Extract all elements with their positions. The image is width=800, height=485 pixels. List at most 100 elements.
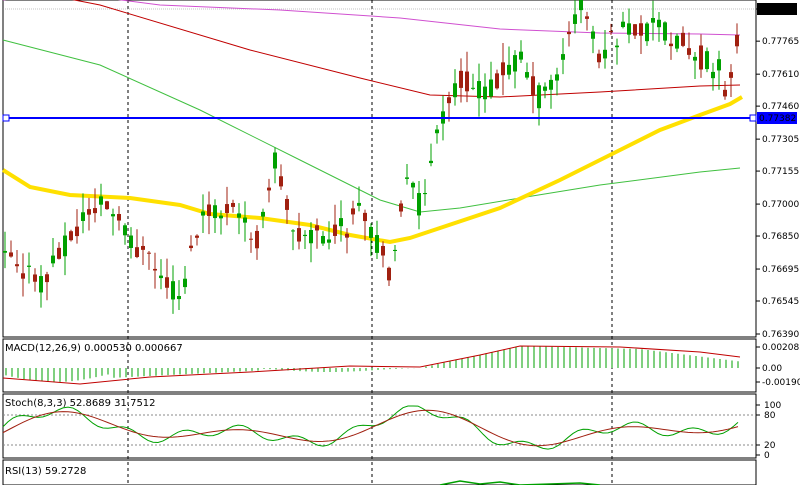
current-price-label: 0.77896 — [759, 5, 796, 15]
candle-body — [309, 229, 313, 244]
candle-body — [381, 245, 385, 256]
candle-body — [27, 265, 31, 267]
candle-body — [471, 87, 475, 89]
candle-body — [129, 235, 133, 248]
candle-body — [201, 211, 205, 216]
candle-body — [663, 22, 667, 41]
macd-tick-label: 0.002083 — [762, 343, 800, 353]
stoch-panel-frame — [2, 393, 757, 459]
candle-body — [33, 274, 37, 282]
stoch-title: Stoch(8,3,3) 52.8689 31.7512 — [5, 398, 156, 409]
candle-body — [285, 198, 289, 210]
candle-body — [459, 70, 463, 88]
candle-body — [609, 31, 613, 33]
candle-body — [507, 64, 511, 75]
candle-body — [357, 202, 361, 206]
price-tick-label: 0.76850 — [762, 232, 799, 242]
candle-body — [81, 212, 85, 221]
candle-body — [447, 97, 451, 104]
candle-body — [735, 34, 739, 47]
candle-body — [69, 231, 73, 241]
candle-body — [387, 267, 391, 281]
candle-body — [339, 218, 343, 227]
candle-body — [219, 215, 223, 219]
candle-body — [549, 79, 553, 90]
ema-yellow-line — [1, 95, 744, 245]
candle-body — [45, 274, 49, 283]
rsi-line — [439, 480, 601, 485]
candle-body — [519, 51, 523, 60]
level-line-left-handle — [2, 114, 10, 122]
candle-body — [63, 235, 67, 257]
candle-body — [15, 264, 19, 267]
stoch-tick-label: 80 — [764, 411, 776, 421]
candle-body — [705, 51, 709, 70]
stoch-tick-label: 20 — [764, 441, 776, 451]
candle-body — [429, 160, 433, 164]
candle-body — [423, 193, 427, 195]
candle-body — [369, 226, 373, 238]
rsi-title: RSI(13) 59.2728 — [5, 466, 86, 477]
candle-body — [399, 203, 403, 212]
candle-body — [159, 275, 163, 279]
price-tick-label: 0.77000 — [762, 200, 799, 210]
candle-body — [453, 83, 457, 98]
macd-signal-line — [2, 345, 741, 385]
stoch-tick-label: 0 — [764, 451, 770, 461]
candle-body — [3, 250, 7, 253]
candle-body — [345, 233, 349, 238]
candle-body — [597, 53, 601, 63]
ema-red-line — [71, 0, 741, 98]
candle-body — [411, 182, 415, 188]
candle-body — [189, 245, 193, 249]
candle-body — [363, 212, 367, 222]
candle-body — [723, 89, 727, 97]
price-tick-label: 0.76695 — [762, 265, 799, 275]
candle-body — [681, 32, 685, 46]
candle-body — [273, 152, 277, 169]
candle-body — [39, 276, 43, 293]
candle-body — [261, 211, 265, 217]
candle-body — [75, 226, 79, 237]
candle-body — [687, 48, 691, 55]
candle-body — [153, 268, 157, 271]
candle-body — [585, 16, 589, 19]
candle-body — [9, 252, 13, 257]
candle-body — [465, 71, 469, 92]
candle-body — [195, 235, 199, 238]
candle-body — [657, 19, 661, 28]
candle-body — [231, 202, 235, 207]
current-price-label-bg — [757, 3, 797, 15]
candle-body — [405, 177, 409, 179]
candle-body — [375, 235, 379, 253]
candle-body — [321, 235, 325, 244]
candle-body — [141, 245, 145, 250]
candle-body — [99, 196, 103, 205]
candle-body — [177, 296, 181, 300]
candle-body — [435, 129, 439, 134]
price-tick-label: 0.76545 — [762, 297, 799, 307]
price-tick-label: 0.77610 — [762, 70, 799, 80]
candle-body — [165, 277, 169, 288]
candle-body — [573, 14, 577, 24]
candle-body — [603, 49, 607, 59]
candles-group — [3, 0, 739, 314]
macd-histogram — [5, 346, 739, 382]
macd-panel-frame — [2, 338, 757, 393]
candle-body — [279, 176, 283, 187]
candle-body — [543, 86, 547, 91]
price-tick-label: 0.77765 — [762, 37, 799, 47]
candle-body — [489, 79, 493, 97]
candle-body — [393, 249, 397, 252]
candle-body — [615, 45, 619, 48]
candle-body — [243, 217, 247, 223]
candle-body — [327, 239, 331, 243]
stoch-d-line — [2, 409, 739, 447]
candle-body — [147, 252, 151, 254]
candle-body — [627, 23, 631, 35]
rsi-panel-frame — [2, 459, 757, 485]
candle-body — [639, 23, 643, 36]
candle-body — [123, 225, 127, 236]
candle-body — [711, 71, 715, 79]
